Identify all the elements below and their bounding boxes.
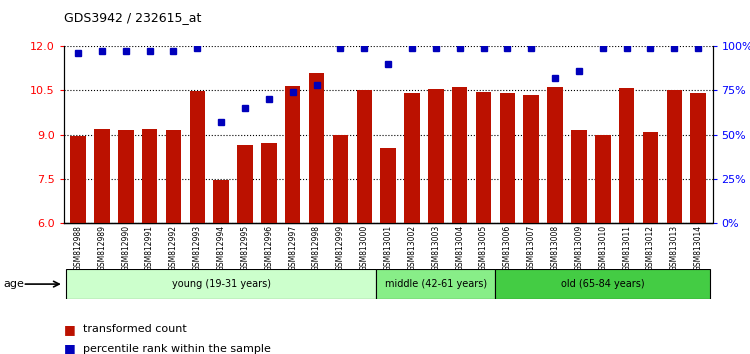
Text: GSM812999: GSM812999 [336, 225, 345, 272]
Bar [356, 90, 372, 223]
Text: middle (42-61 years): middle (42-61 years) [385, 279, 487, 289]
Text: ■: ■ [64, 323, 76, 336]
Bar [166, 130, 182, 223]
Bar [94, 129, 110, 223]
Text: GSM813003: GSM813003 [431, 225, 440, 272]
Text: GSM813002: GSM813002 [407, 225, 416, 272]
Bar [691, 93, 706, 223]
Bar [548, 87, 562, 223]
Text: GSM812988: GSM812988 [74, 225, 82, 271]
Text: young (19-31 years): young (19-31 years) [172, 279, 271, 289]
Bar [380, 148, 396, 223]
Bar [118, 130, 134, 223]
Text: GSM812990: GSM812990 [122, 225, 130, 272]
Text: GSM813004: GSM813004 [455, 225, 464, 272]
Text: GSM813000: GSM813000 [360, 225, 369, 272]
Bar [572, 130, 586, 223]
Bar [619, 88, 634, 223]
Bar [404, 93, 420, 223]
Bar [333, 135, 348, 223]
Text: GSM813013: GSM813013 [670, 225, 679, 272]
Text: transformed count: transformed count [82, 324, 186, 334]
Text: GSM812989: GSM812989 [98, 225, 106, 271]
Bar [261, 143, 277, 223]
Text: GSM812997: GSM812997 [288, 225, 297, 272]
Bar [428, 89, 443, 223]
Text: old (65-84 years): old (65-84 years) [561, 279, 644, 289]
Bar [595, 135, 610, 223]
Bar [214, 180, 229, 223]
Text: GSM813010: GSM813010 [598, 225, 608, 272]
Bar [667, 90, 682, 223]
Text: GSM813007: GSM813007 [526, 225, 536, 272]
Text: GSM813011: GSM813011 [622, 225, 632, 271]
Text: GSM813005: GSM813005 [479, 225, 488, 272]
Bar [476, 92, 491, 223]
Text: GSM812994: GSM812994 [217, 225, 226, 272]
Text: GSM813014: GSM813014 [694, 225, 703, 272]
Bar [309, 73, 324, 223]
Bar [70, 136, 86, 223]
Bar [452, 87, 467, 223]
Bar [376, 269, 496, 299]
Text: GSM813008: GSM813008 [550, 225, 560, 272]
Text: GSM813012: GSM813012 [646, 225, 655, 271]
Bar [285, 86, 301, 223]
Text: GSM813009: GSM813009 [574, 225, 584, 272]
Text: GSM812993: GSM812993 [193, 225, 202, 272]
Text: GSM812992: GSM812992 [169, 225, 178, 271]
Text: percentile rank within the sample: percentile rank within the sample [82, 344, 270, 354]
Text: GDS3942 / 232615_at: GDS3942 / 232615_at [64, 11, 201, 24]
Text: GSM812996: GSM812996 [264, 225, 273, 272]
Bar [237, 145, 253, 223]
Text: GSM813001: GSM813001 [383, 225, 393, 272]
Text: GSM812998: GSM812998 [312, 225, 321, 271]
Text: GSM812991: GSM812991 [145, 225, 154, 271]
Bar [500, 93, 515, 223]
Bar [643, 132, 658, 223]
Bar [142, 129, 158, 223]
Text: GSM813006: GSM813006 [503, 225, 512, 272]
Bar [190, 91, 205, 223]
Bar [496, 269, 710, 299]
Bar [524, 95, 539, 223]
Bar [66, 269, 376, 299]
Text: age: age [4, 279, 25, 289]
Text: ■: ■ [64, 342, 76, 354]
Text: GSM812995: GSM812995 [241, 225, 250, 272]
